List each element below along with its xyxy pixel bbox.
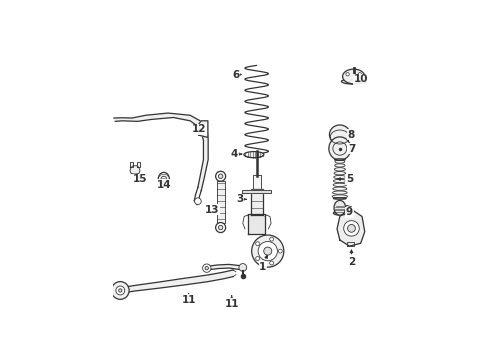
Circle shape bbox=[270, 261, 273, 265]
Ellipse shape bbox=[333, 198, 346, 199]
Circle shape bbox=[278, 249, 282, 253]
Text: 13: 13 bbox=[205, 204, 220, 215]
Ellipse shape bbox=[334, 168, 345, 171]
Circle shape bbox=[256, 257, 260, 260]
Polygon shape bbox=[250, 189, 263, 215]
Polygon shape bbox=[199, 121, 208, 138]
Polygon shape bbox=[253, 175, 261, 189]
Text: 3: 3 bbox=[236, 194, 246, 204]
Circle shape bbox=[203, 264, 211, 272]
Text: 1: 1 bbox=[259, 255, 268, 272]
Circle shape bbox=[346, 73, 349, 76]
Circle shape bbox=[347, 225, 355, 232]
Circle shape bbox=[111, 282, 129, 299]
Text: 11: 11 bbox=[181, 294, 196, 305]
Ellipse shape bbox=[334, 172, 345, 175]
Text: 15: 15 bbox=[132, 174, 147, 184]
Circle shape bbox=[256, 242, 260, 246]
Circle shape bbox=[205, 266, 208, 270]
Text: 7: 7 bbox=[348, 144, 355, 153]
Polygon shape bbox=[130, 162, 133, 167]
Ellipse shape bbox=[335, 159, 345, 161]
Polygon shape bbox=[347, 242, 354, 246]
Polygon shape bbox=[343, 205, 351, 212]
Text: 9: 9 bbox=[346, 207, 353, 217]
Circle shape bbox=[270, 237, 273, 241]
Circle shape bbox=[252, 235, 284, 267]
Circle shape bbox=[161, 176, 167, 182]
Circle shape bbox=[258, 242, 277, 261]
Polygon shape bbox=[130, 166, 140, 174]
Circle shape bbox=[195, 198, 201, 204]
Ellipse shape bbox=[332, 195, 347, 198]
Circle shape bbox=[116, 286, 125, 295]
Text: 2: 2 bbox=[348, 250, 355, 267]
Ellipse shape bbox=[334, 175, 346, 179]
Ellipse shape bbox=[158, 172, 170, 186]
Polygon shape bbox=[248, 214, 265, 234]
Circle shape bbox=[219, 225, 223, 230]
Ellipse shape bbox=[334, 201, 345, 215]
Circle shape bbox=[119, 289, 122, 292]
Ellipse shape bbox=[333, 179, 346, 183]
Text: 6: 6 bbox=[232, 69, 241, 80]
Ellipse shape bbox=[343, 69, 365, 84]
Text: 10: 10 bbox=[353, 74, 368, 84]
Ellipse shape bbox=[335, 160, 344, 163]
Ellipse shape bbox=[244, 152, 264, 158]
Text: 14: 14 bbox=[156, 180, 171, 190]
Polygon shape bbox=[242, 190, 271, 193]
Ellipse shape bbox=[333, 183, 346, 186]
Ellipse shape bbox=[333, 211, 346, 215]
Text: 5: 5 bbox=[338, 174, 353, 184]
Polygon shape bbox=[137, 162, 140, 167]
Ellipse shape bbox=[329, 125, 350, 144]
Text: 11: 11 bbox=[224, 296, 239, 309]
Circle shape bbox=[343, 221, 359, 236]
Ellipse shape bbox=[342, 79, 366, 84]
Circle shape bbox=[239, 264, 246, 271]
Polygon shape bbox=[121, 270, 233, 293]
Text: 4: 4 bbox=[231, 149, 242, 159]
Circle shape bbox=[219, 174, 223, 179]
Ellipse shape bbox=[333, 191, 347, 194]
Ellipse shape bbox=[335, 164, 345, 167]
Circle shape bbox=[264, 247, 272, 255]
Circle shape bbox=[216, 171, 225, 181]
Ellipse shape bbox=[333, 187, 347, 190]
Polygon shape bbox=[114, 113, 208, 191]
Polygon shape bbox=[217, 181, 224, 222]
Ellipse shape bbox=[329, 137, 351, 160]
Text: 8: 8 bbox=[348, 130, 355, 140]
Circle shape bbox=[216, 222, 225, 233]
Polygon shape bbox=[337, 211, 365, 246]
Text: 12: 12 bbox=[192, 124, 206, 134]
Circle shape bbox=[358, 73, 362, 76]
Polygon shape bbox=[207, 264, 239, 270]
